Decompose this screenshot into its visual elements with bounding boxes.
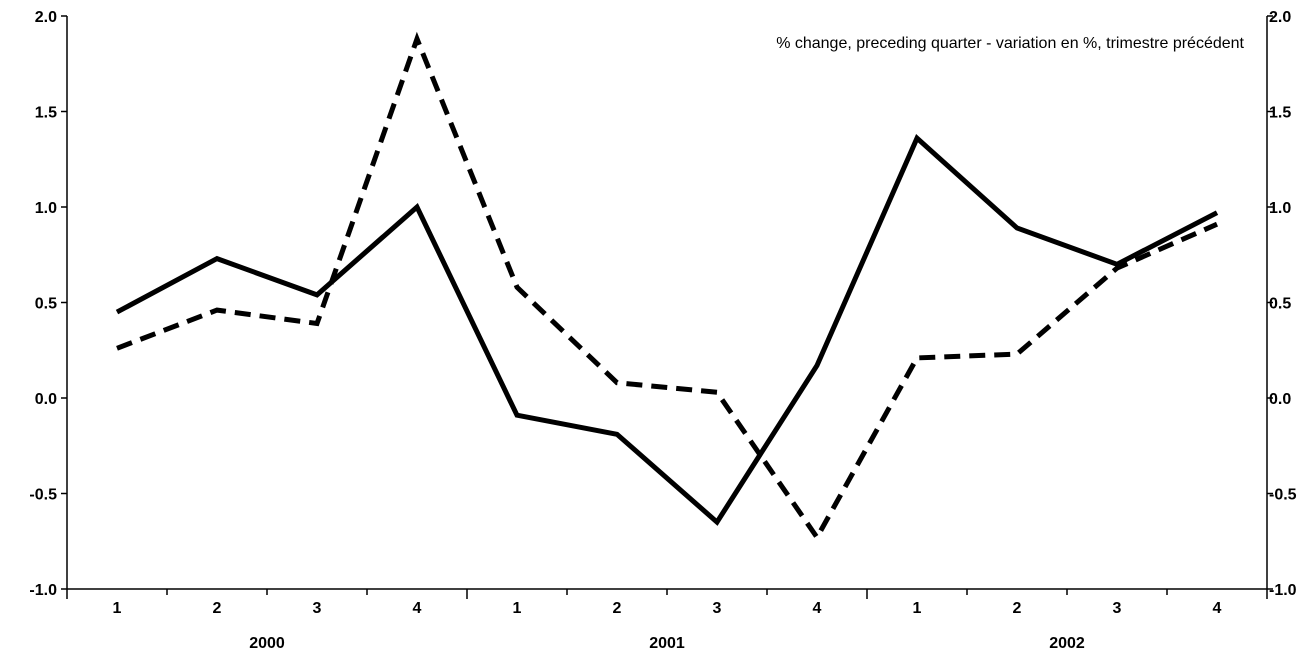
- y-tick-label-right: 1.0: [1269, 200, 1291, 217]
- x-year-label: 2002: [1049, 635, 1085, 652]
- y-tick-label-right: -1.0: [1269, 582, 1297, 599]
- x-tick-label: 1: [913, 600, 922, 617]
- x-tick-label: 3: [713, 600, 722, 617]
- y-tick-label-right: -0.5: [1269, 487, 1297, 504]
- chart-axes: [66, 16, 1268, 590]
- x-tick-label: 2: [613, 600, 622, 617]
- y-tick-label-left: 1.0: [35, 200, 57, 217]
- y-tick-label-left: 2.0: [35, 9, 57, 26]
- x-tick-label: 4: [1213, 600, 1222, 617]
- x-year-label: 2000: [249, 635, 285, 652]
- y-tick-label-right: 0.5: [1269, 296, 1291, 313]
- x-tick-label: 4: [413, 600, 422, 617]
- series-group: [115, 31, 1219, 543]
- x-tick-label: 2: [1013, 600, 1022, 617]
- y-tick-label-right: 1.5: [1269, 105, 1291, 122]
- x-tick-label: 2: [213, 600, 222, 617]
- series-line-1-solid: [115, 134, 1219, 526]
- y-axis-left: 2.0 1.5 1.0 0.5 0.0 -0.5 -1.0: [29, 9, 67, 599]
- y-tick-label-right: 0.0: [1269, 391, 1291, 408]
- y-tick-label-left: 0.0: [35, 391, 57, 408]
- y-tick-label-left: 0.5: [35, 296, 57, 313]
- y-tick-label-left: -1.0: [29, 582, 57, 599]
- x-year-label: 2001: [649, 635, 685, 652]
- y-tick-label-left: 1.5: [35, 105, 57, 122]
- y-tick-label-left: -0.5: [29, 487, 57, 504]
- x-tick-label: 1: [513, 600, 522, 617]
- x-tick-label: 1: [113, 600, 122, 617]
- x-tick-label: 3: [313, 600, 322, 617]
- x-tick-label: 3: [1113, 600, 1122, 617]
- y-axis-right: 2.0 1.5 1.0 0.5 0.0 -0.5 -1.0: [1267, 9, 1297, 599]
- x-tick-label: 4: [813, 600, 822, 617]
- x-axis: 1 2 3 4 1 2 3 4 1 2 3 4 2000 2001 2002: [66, 589, 1268, 652]
- y-tick-label-right: 2.0: [1269, 9, 1291, 26]
- chart-annotation: % change, preceding quarter - variation …: [776, 35, 1244, 52]
- series-line-2-dashed: [116, 31, 1219, 543]
